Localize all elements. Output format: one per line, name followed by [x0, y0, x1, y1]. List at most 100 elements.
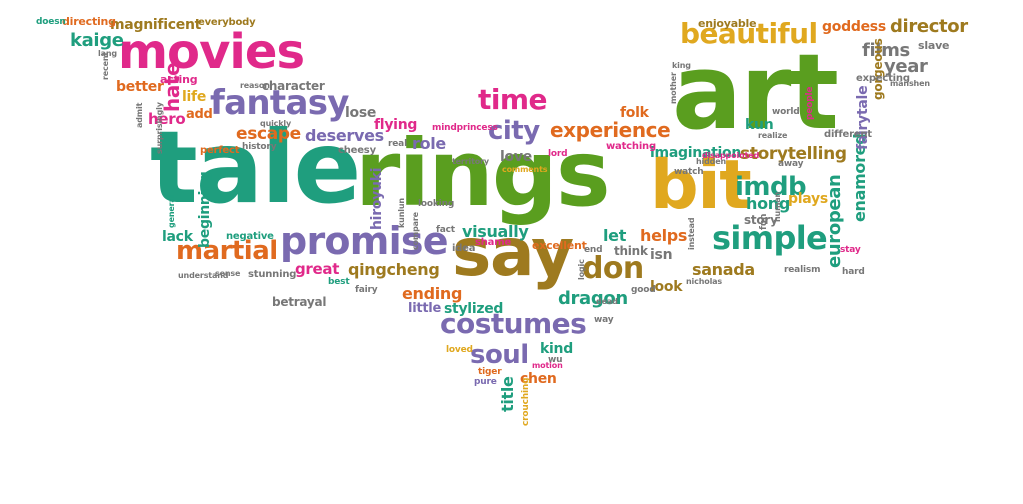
word-experience: experience [550, 118, 671, 142]
word-escape: escape [236, 124, 301, 144]
word-realize: realize [758, 131, 788, 140]
word-crouching: crouching [521, 377, 531, 426]
word-cheesy: cheesy [338, 145, 376, 156]
word-promise: promise [280, 219, 449, 263]
word-title: title [498, 376, 517, 412]
word-loved: loved [446, 345, 473, 355]
word-general: general [167, 194, 176, 228]
word-flying: flying [374, 117, 418, 133]
word-hate: hate [160, 62, 184, 112]
word-directing: directing [62, 15, 116, 28]
word-think: think [614, 244, 648, 258]
word-fairy: fairy [355, 285, 378, 295]
word-surprisingly: surprisingly [155, 102, 164, 154]
word-stylized: stylized [444, 301, 504, 317]
word-hero: hero [148, 110, 186, 128]
word-manshen: manshen [890, 79, 930, 88]
word-say: say [452, 214, 574, 291]
word-martial: martial [176, 236, 278, 266]
word-isn: isn [650, 247, 673, 263]
word-wu: wu [548, 355, 563, 365]
word-stunning: stunning [248, 269, 297, 280]
word-best: best [328, 277, 350, 287]
word-idea: idea [452, 243, 476, 254]
word-sanada: sanada [692, 260, 755, 279]
word-imagination: imagination [650, 145, 742, 161]
word-beginning: beginning [197, 171, 213, 248]
word-love: love [500, 149, 532, 165]
word-don: don [582, 251, 644, 286]
word-real: real [388, 139, 407, 149]
word-history: history [242, 142, 277, 152]
word-tiger: tiger [478, 367, 502, 377]
word-expecting: expecting [856, 73, 910, 84]
word-magnificent: magnificent [110, 17, 202, 33]
word-hidden: hidden [696, 157, 727, 166]
word-director: director [890, 16, 968, 37]
word-compare: compare [411, 212, 420, 250]
word-watching: watching [606, 141, 656, 152]
word-way: way [594, 315, 614, 325]
word-enjoyable: enjoyable [698, 17, 757, 30]
word-king: king [672, 61, 691, 70]
word-hard: hard [842, 267, 865, 277]
word-movies: movies [118, 24, 305, 80]
word-territory: territory [452, 157, 489, 166]
word-folk: folk [620, 105, 649, 121]
word-negative: negative [226, 231, 274, 242]
word-looking: looking [418, 199, 455, 209]
word-better: better [116, 79, 164, 95]
word-understand: understand [178, 271, 229, 280]
word-shame: shame [475, 237, 512, 248]
word-let: let [603, 226, 627, 245]
word-beautiful: beautiful [680, 17, 818, 50]
word-life: life [182, 89, 207, 105]
word-lose: lose [345, 105, 377, 121]
word-art: art [672, 31, 839, 153]
word-lang: lang [98, 49, 117, 58]
word-fun: fun [759, 213, 769, 230]
word-bit: bit [650, 146, 752, 225]
word-everybody: everybody [198, 17, 256, 28]
word-ending: ending [402, 284, 463, 303]
word-storytelling: storytelling [740, 144, 847, 164]
word-pure: pure [474, 377, 497, 387]
word-stay: stay [840, 245, 861, 255]
word-mindprincess: mindprincess [432, 123, 498, 133]
word-kun: kun [745, 117, 774, 133]
word-world: world [772, 107, 800, 117]
word-tale: tale [150, 109, 361, 226]
word-look: look [650, 279, 683, 295]
word-lord: lord [548, 149, 568, 159]
word-different: different [824, 129, 872, 140]
word-fantasy: fantasy [210, 83, 349, 123]
word-lack: lack [162, 229, 193, 245]
word-reason: reason [240, 81, 270, 90]
word-quickly: quickly [260, 119, 292, 128]
word-excellent: excellent [532, 239, 587, 252]
word-hiroyuki: hiroyuki [369, 167, 385, 230]
word-human: human [773, 191, 782, 222]
word-year: year [884, 56, 928, 77]
word-soul: soul [470, 340, 529, 370]
word-sense: sense [215, 269, 241, 278]
word-story: story [744, 213, 778, 227]
word-goddess: goddess [822, 19, 886, 35]
word-end: end [584, 245, 603, 255]
word-people: people [805, 86, 815, 120]
word-plays: plays [788, 191, 828, 207]
word-watch: watch [674, 167, 704, 177]
word-role: role [412, 134, 446, 153]
word-gorgeous: gorgeous [871, 38, 885, 101]
word-little: little [408, 301, 442, 316]
word-admit: admit [135, 102, 144, 128]
word-logic: logic [577, 259, 586, 280]
word-films: films [862, 40, 910, 61]
word-great: great [295, 260, 340, 278]
word-rings: rings [355, 120, 611, 227]
word-good: good [631, 285, 656, 295]
word-deserves: deserves [305, 126, 384, 145]
word-costumes: costumes [440, 307, 587, 340]
word-kaige: kaige [70, 30, 124, 51]
